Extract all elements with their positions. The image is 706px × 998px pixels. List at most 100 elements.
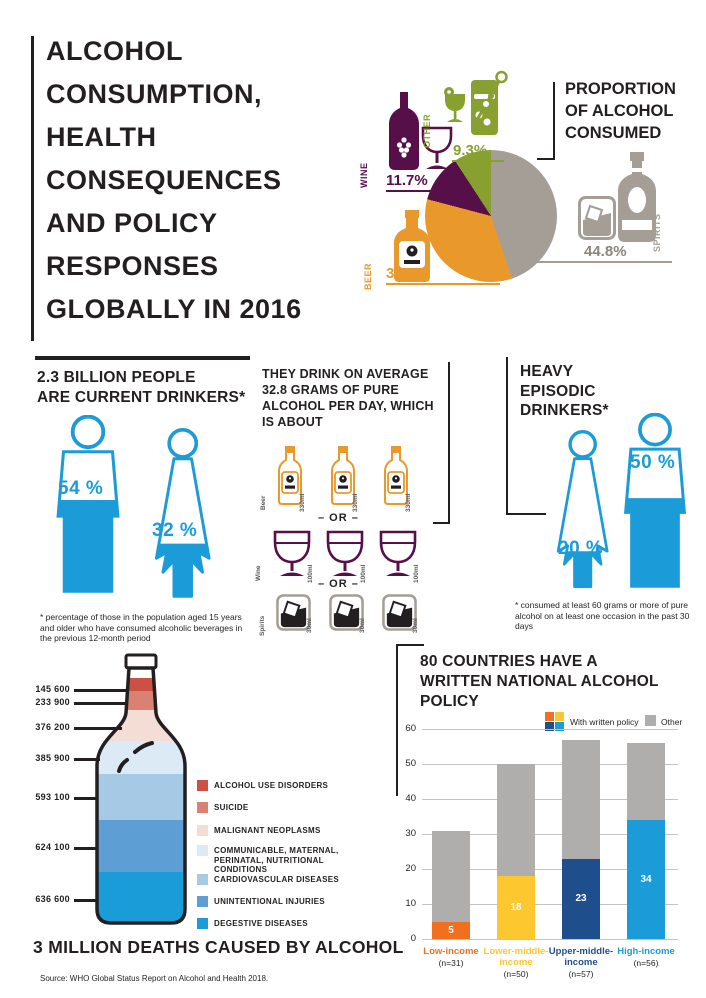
- spirits-serving-label: Spirits: [259, 615, 266, 636]
- y-axis-tick: 40: [405, 793, 416, 804]
- wine-serving-icon: [379, 530, 417, 576]
- bottle-layer: [97, 691, 185, 710]
- x-axis-label: Low-income (n=31): [413, 946, 489, 968]
- death-tick-value: 636 600: [35, 894, 70, 904]
- wine-serving-volume: 100ml: [360, 564, 367, 583]
- death-tick-line: [74, 899, 97, 902]
- gridline: [422, 834, 678, 835]
- legend-label: UNINTENTIONAL INJURIES: [214, 897, 325, 906]
- legend-swatch: [197, 802, 208, 813]
- y-axis-tick: 30: [405, 828, 416, 839]
- policy-legend-with: With written policy: [570, 717, 639, 727]
- other-callout-line: [452, 160, 504, 162]
- pie-heading-bracket: [537, 82, 555, 160]
- female-drinkers-pct: 32 %: [152, 520, 198, 541]
- bar-segment-policy: 34: [627, 820, 665, 939]
- legend-swatch: [555, 712, 564, 721]
- bar-segment-other: [562, 739, 600, 859]
- wine-serving-icon: [326, 530, 364, 576]
- wine-serving-volume: 100ml: [307, 564, 314, 583]
- other-slice-label: OTHER: [422, 114, 432, 148]
- bar-segment-other: [627, 743, 665, 820]
- beer-serving-volume: 330ml: [405, 493, 412, 512]
- gridline: [422, 764, 678, 765]
- wine-slice-label: WINE: [359, 162, 369, 189]
- bar-lower-middle-income: 18: [497, 764, 535, 939]
- bar-label-n-2: (n=57): [568, 969, 594, 979]
- spirits-slice-label: SPIRITS: [652, 213, 662, 252]
- beer-pct: 34.3%: [386, 265, 429, 282]
- bar-upper-middle-income: 23: [562, 739, 600, 939]
- y-axis-tick: 10: [405, 898, 416, 909]
- female-heavy-pct: 20 %: [558, 538, 604, 559]
- bar-label-name-1: Lower-middle-income: [483, 946, 549, 968]
- wine-glass-icon: [421, 126, 453, 169]
- gridline: [422, 939, 678, 940]
- x-axis-label: Upper-middle-income (n=57): [543, 946, 619, 979]
- male-drinkers-pct: 54 %: [58, 478, 104, 499]
- legend-swatch: [197, 780, 208, 791]
- x-axis-label: Lower-middle-income (n=50): [478, 946, 554, 979]
- title-rule: [31, 36, 34, 341]
- wine-callout-line: [386, 190, 450, 192]
- death-tick-value: 233 900: [35, 697, 70, 707]
- page-title: ALCOHOL CONSUMPTION, HEALTH CONSEQUENCES…: [46, 36, 302, 324]
- gridline: [422, 869, 678, 870]
- death-tick-value: 376 200: [35, 722, 70, 732]
- wine-bottle-icon: [389, 92, 419, 170]
- y-axis-tick: 0: [410, 933, 416, 944]
- drinkers-heading: 2.3 BILLION PEOPLE ARE CURRENT DRINKERS*: [37, 369, 246, 406]
- heavy-bracket: [506, 357, 546, 515]
- source-note: Source: WHO Global Status Report on Alco…: [40, 974, 269, 983]
- legend-swatch: [197, 896, 208, 907]
- heavy-heading: HEAVY EPISODIC DRINKERS*: [520, 363, 609, 419]
- legend-label: SUICIDE: [214, 803, 249, 812]
- policy-legend-swatches: [545, 712, 564, 731]
- death-tick-value: 593 100: [35, 792, 70, 802]
- bar-segment-other: [432, 830, 470, 922]
- deaths-bottle-chart: [95, 653, 187, 925]
- bar-label-n-1: (n=50): [503, 969, 529, 979]
- legend-swatch: [545, 712, 554, 721]
- legend-swatch: [545, 722, 554, 731]
- spirits-serving-icon: [276, 594, 311, 631]
- bottle-layer: [97, 872, 185, 923]
- spirits-serving-volume: 30ml: [359, 618, 366, 633]
- policy-bracket: [396, 644, 424, 796]
- bar-label-name-2: Upper-middle-income: [548, 946, 614, 968]
- death-tick-line: [74, 702, 128, 705]
- legend-label: DEGESTIVE DISEASES: [214, 919, 308, 928]
- bar-label-n-3: (n=56): [633, 958, 659, 968]
- other-drinks-icon: [444, 70, 508, 135]
- beer-slice-label: BEER: [363, 262, 373, 290]
- wine-serving-icon: [273, 530, 311, 576]
- average-bracket: [433, 362, 450, 524]
- legend-swatch: [555, 722, 564, 731]
- beer-serving-label: Beer: [260, 495, 267, 510]
- death-tick-value: 385 900: [35, 753, 70, 763]
- legend-label: COMMUNICABLE, MATERNAL, PERINATAL, NUTRI…: [214, 846, 339, 874]
- beer-serving-icon: [384, 446, 408, 505]
- spirits-serving-icon: [329, 594, 364, 631]
- drinkers-footnote: * percentage of those in the population …: [40, 612, 243, 643]
- beer-serving-icon: [331, 446, 355, 505]
- legend-label: CARDIOVASCULAR DISEASES: [214, 875, 339, 884]
- legend-swatch: [197, 874, 208, 885]
- female-figure-drinkers: [154, 428, 211, 598]
- bar-segment-policy: 18: [497, 876, 535, 939]
- death-tick-line: [74, 797, 97, 800]
- death-tick-line: [74, 689, 128, 692]
- policy-legend-other: Other: [661, 717, 683, 727]
- male-figure-heavy: [623, 413, 687, 588]
- other-pct: 9.3%: [453, 142, 488, 159]
- wine-pct: 11.7%: [386, 172, 428, 189]
- bar-segment-policy: 23: [562, 858, 600, 939]
- legend-swatch: [197, 918, 208, 929]
- bar-segment-policy: 5: [432, 921, 470, 939]
- spirits-bottle-icon: [618, 152, 656, 242]
- bottle-layer: [97, 820, 185, 872]
- spirits-serving-volume: 30ml: [306, 618, 313, 633]
- death-tick-value: 145 600: [35, 684, 70, 694]
- spirits-callout-line: [537, 261, 672, 263]
- pie-section-heading: PROPORTION OF ALCOHOL CONSUMED: [565, 80, 676, 142]
